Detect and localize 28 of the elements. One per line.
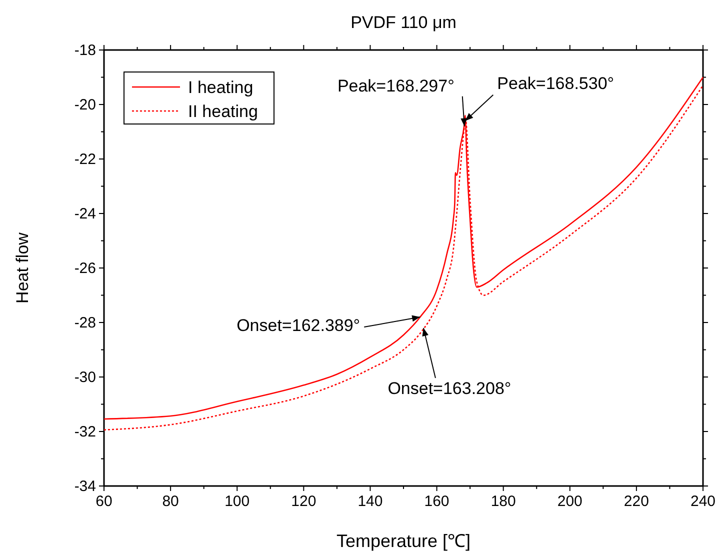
annotation: Peak=168.530°: [497, 74, 614, 93]
y-tick-label: -28: [74, 314, 96, 332]
chart-title: PVDF 110 μm: [350, 13, 456, 32]
annotation: Onset=162.389°: [236, 316, 360, 336]
y-tick-label: -20: [74, 96, 96, 114]
legend-label: I heating: [188, 78, 254, 97]
y-tick-label: -26: [74, 260, 96, 277]
x-tick-label: 220: [624, 493, 649, 510]
x-tick-label: 160: [424, 493, 450, 510]
y-axis-title: Heat flow: [13, 232, 32, 304]
y-tick-label: -24: [74, 206, 96, 222]
x-tick-label: 60: [96, 493, 112, 510]
x-tick-label: 140: [358, 493, 383, 510]
x-axis-title: Temperature [℃]: [336, 531, 471, 551]
x-tick-label: 80: [162, 493, 179, 510]
y-tick-label: -22: [74, 151, 96, 168]
x-tick-label: 200: [557, 493, 582, 510]
annotation: Peak=168.297°: [337, 76, 454, 96]
x-tick-label: 240: [690, 493, 716, 510]
x-tick-label: 120: [291, 493, 316, 510]
x-tick-label: 100: [224, 493, 250, 510]
y-tick-label: -30: [74, 369, 96, 386]
x-tick-label: 180: [490, 493, 516, 510]
annotation: Onset=163.208°: [388, 378, 512, 398]
y-tick-label: -18: [74, 42, 96, 59]
y-tick-label: -34: [74, 478, 96, 495]
legend-label: II heating: [188, 102, 258, 121]
y-tick-label: -32: [74, 424, 96, 440]
